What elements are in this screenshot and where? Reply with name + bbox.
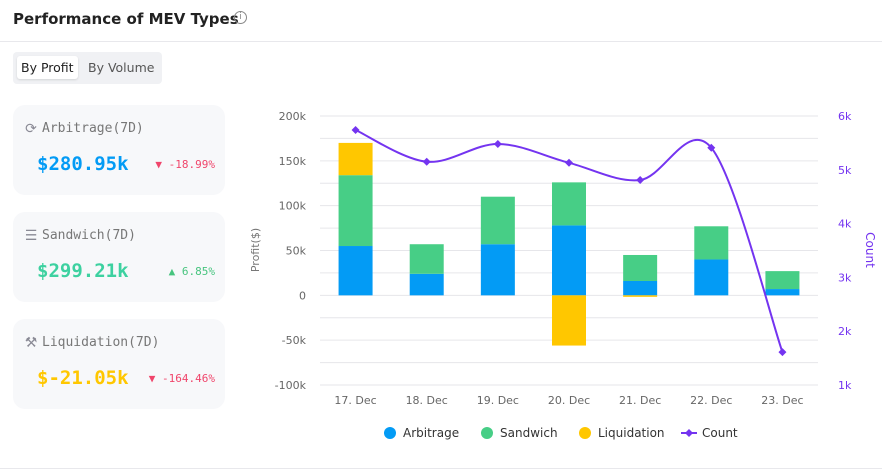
count-point bbox=[707, 143, 716, 152]
y-axis-label: Profit($) bbox=[249, 228, 262, 272]
y-tick-label: 150k bbox=[279, 155, 307, 168]
bar-sandwich bbox=[694, 226, 729, 260]
y-tick-label: 100k bbox=[279, 200, 307, 213]
page-title: Performance of MEV Types bbox=[13, 10, 239, 28]
card-change: ▲ 6.85% bbox=[169, 265, 215, 278]
bar-sandwich bbox=[765, 271, 800, 290]
bar-sandwich bbox=[623, 254, 658, 281]
y2-axis-label: Count bbox=[863, 232, 877, 268]
x-tick-label: 18. Dec bbox=[406, 394, 448, 407]
triangle-down-icon: ▼ bbox=[148, 372, 163, 385]
x-tick-label: 23. Dec bbox=[761, 394, 803, 407]
card-label: Liquidation(7D) bbox=[42, 335, 160, 350]
card-value: $299.21k bbox=[37, 260, 129, 282]
metric-toggle: By Profit By Volume bbox=[13, 52, 162, 84]
liquidation-card: ⚒ Liquidation(7D) $-21.05k ▼ -164.46% bbox=[13, 319, 225, 409]
card-value: $280.95k bbox=[37, 153, 129, 175]
bar-arbitrage bbox=[480, 244, 515, 296]
bar-arbitrage bbox=[409, 273, 444, 296]
header: Performance of MEV Types i bbox=[0, 0, 882, 42]
card-value: $-21.05k bbox=[37, 367, 129, 389]
legend-count-marker bbox=[685, 429, 693, 437]
card-label: Arbitrage(7D) bbox=[42, 121, 144, 136]
bar-sandwich bbox=[552, 182, 586, 226]
info-icon[interactable]: i bbox=[234, 11, 247, 24]
arbitrage-icon: ⟳ bbox=[25, 121, 37, 137]
x-tick-label: 19. Dec bbox=[477, 394, 519, 407]
legend-item-sandwich[interactable]: Sandwich bbox=[500, 426, 558, 440]
y-tick-label: 50k bbox=[286, 245, 307, 258]
legend-liquidation-icon bbox=[579, 427, 591, 439]
legend-sandwich-icon bbox=[481, 427, 493, 439]
y2-tick-label: 6k bbox=[838, 110, 852, 123]
triangle-down-icon: ▼ bbox=[155, 158, 169, 171]
y2-tick-label: 4k bbox=[838, 218, 852, 231]
sandwich-icon: ☰ bbox=[24, 228, 38, 244]
y-tick-label: -100k bbox=[275, 379, 307, 392]
arbitrage-card: ⟳ Arbitrage(7D) $280.95k ▼ -18.99% bbox=[13, 105, 225, 195]
bar-arbitrage bbox=[552, 225, 586, 296]
bar-sandwich bbox=[409, 244, 444, 274]
count-point bbox=[422, 157, 431, 166]
change-text: -164.46% bbox=[162, 372, 215, 385]
bar-liquidation bbox=[552, 295, 586, 346]
legend-item-liquidation[interactable]: Liquidation bbox=[598, 426, 665, 440]
x-tick-label: 21. Dec bbox=[619, 394, 661, 407]
y2-tick-label: 5k bbox=[838, 164, 852, 177]
bar-sandwich bbox=[480, 196, 515, 245]
card-change: ▼ -18.99% bbox=[155, 158, 215, 171]
y-tick-label: -50k bbox=[282, 334, 307, 347]
count-point bbox=[636, 176, 645, 185]
x-tick-label: 22. Dec bbox=[690, 394, 732, 407]
y-tick-label: 0 bbox=[299, 289, 306, 302]
legend-item-arbitrage[interactable]: Arbitrage bbox=[403, 426, 459, 440]
y2-tick-label: 3k bbox=[838, 271, 852, 284]
y-tick-label: 200k bbox=[279, 110, 307, 123]
divider bbox=[0, 468, 882, 469]
bar-liquidation bbox=[623, 295, 658, 297]
legend-item-count[interactable]: Count bbox=[702, 426, 738, 440]
bar-sandwich bbox=[338, 175, 373, 247]
count-point bbox=[565, 158, 573, 167]
y2-tick-label: 1k bbox=[838, 379, 852, 392]
by-profit-button[interactable]: By Profit bbox=[17, 56, 78, 79]
bar-arbitrage bbox=[694, 259, 729, 296]
change-text: 6.85% bbox=[181, 265, 215, 278]
count-point bbox=[778, 348, 787, 357]
gavel-icon: ⚒ bbox=[24, 335, 38, 351]
triangle-up-icon: ▲ bbox=[168, 265, 182, 278]
bar-liquidation bbox=[338, 142, 373, 176]
count-point bbox=[351, 125, 360, 134]
count-point bbox=[493, 139, 502, 148]
by-volume-button[interactable]: By Volume bbox=[88, 60, 155, 75]
card-label: Sandwich(7D) bbox=[42, 228, 136, 243]
x-tick-label: 20. Dec bbox=[548, 394, 590, 407]
bar-arbitrage bbox=[338, 246, 373, 296]
y2-tick-label: 2k bbox=[838, 325, 852, 338]
x-tick-label: 17. Dec bbox=[334, 394, 376, 407]
change-text: -18.99% bbox=[168, 158, 215, 171]
sandwich-card: ☰ Sandwich(7D) $299.21k ▲ 6.85% bbox=[13, 212, 225, 302]
bar-arbitrage bbox=[623, 280, 658, 296]
legend-arbitrage-icon bbox=[384, 427, 396, 439]
bar-arbitrage bbox=[765, 289, 800, 296]
card-change: ▼ -164.46% bbox=[149, 372, 215, 385]
